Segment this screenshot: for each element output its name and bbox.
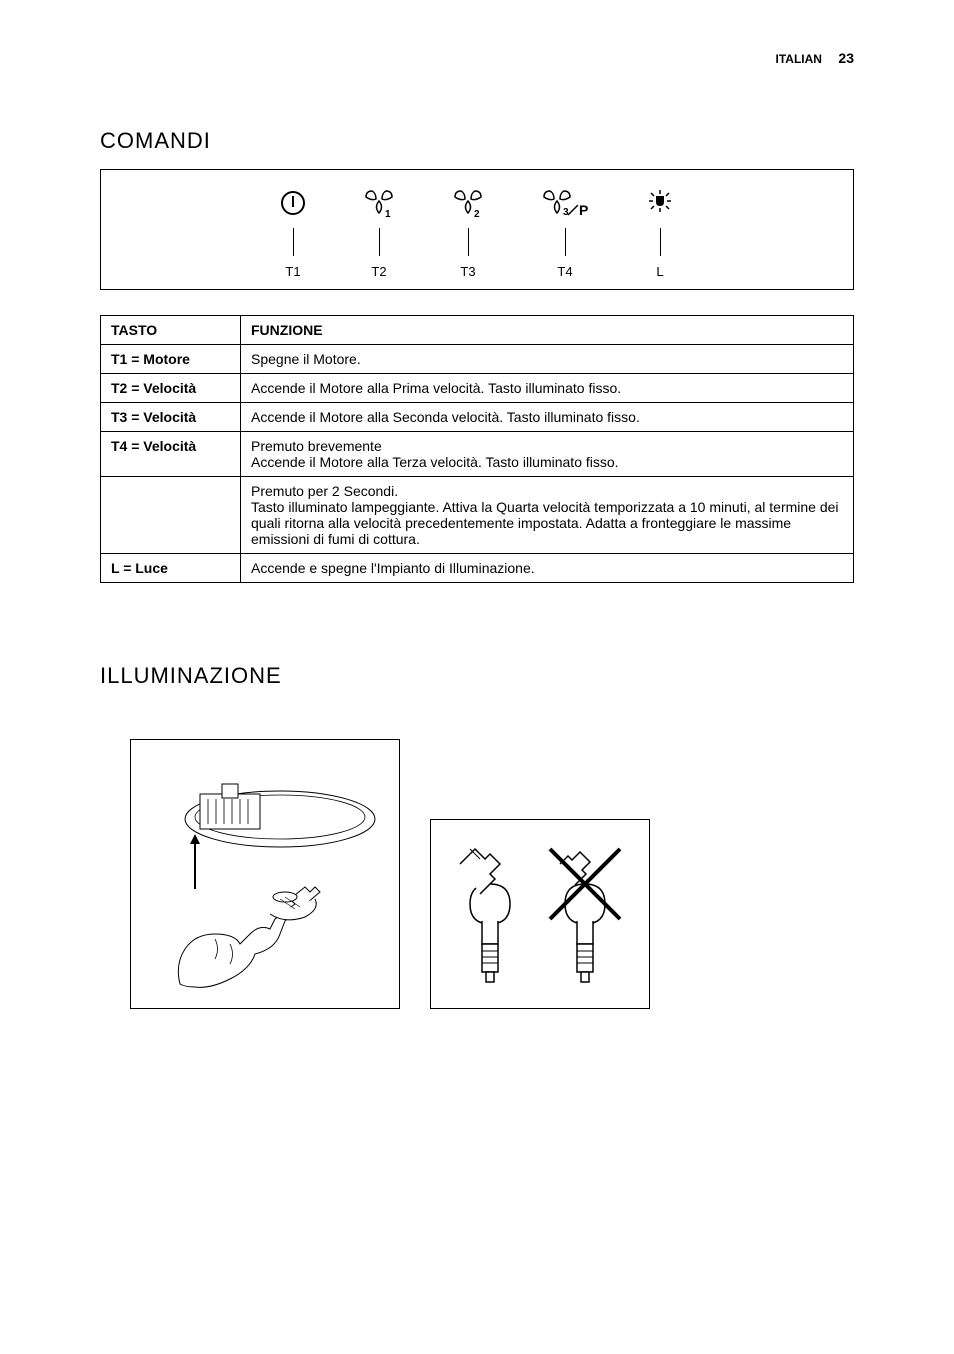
table-row: Premuto per 2 Secondi. Tasto illuminato … (101, 477, 854, 554)
fan1-icon: 1 (362, 187, 396, 219)
fan2-icon: 2 (451, 187, 485, 219)
table-header-row: TASTO FUNZIONE (101, 316, 854, 345)
row-key: T1 = Motore (101, 345, 241, 374)
connector-line (468, 228, 469, 256)
row-key (101, 477, 241, 554)
table-row: T3 = Velocità Accende il Motore alla Sec… (101, 403, 854, 432)
label-t3: T3 (460, 264, 475, 279)
svg-text:3: 3 (563, 207, 569, 218)
row-func: Accende il Motore alla Prima velocità. T… (241, 374, 854, 403)
control-item-t4: 3 P T4 (540, 185, 590, 279)
controls-table: TASTO FUNZIONE T1 = Motore Spegne il Mot… (100, 315, 854, 583)
page-container: ITALIAN 23 COMANDI T1 (0, 0, 954, 1059)
control-panel-diagram: T1 1 T2 (100, 169, 854, 290)
control-item-t3: 2 T3 (451, 185, 485, 279)
control-icons-row: T1 1 T2 (121, 185, 833, 279)
connector-line (379, 228, 380, 256)
table-row: L = Luce Accende e spegne l'Impianto di … (101, 554, 854, 583)
illustration-screwdriver (130, 739, 400, 1009)
bulb-no (550, 849, 620, 982)
label-l: L (656, 264, 663, 279)
connector-line (565, 228, 566, 256)
table-row: T4 = Velocità Premuto brevemente Accende… (101, 432, 854, 477)
row-func: Spegne il Motore. (241, 345, 854, 374)
row-key: L = Luce (101, 554, 241, 583)
label-t1: T1 (285, 264, 300, 279)
row-key: T4 = Velocità (101, 432, 241, 477)
header-language: ITALIAN (776, 52, 822, 66)
bulbs-svg (440, 829, 640, 999)
screwdriver-svg (140, 749, 390, 999)
header-tasto: TASTO (101, 316, 241, 345)
control-item-t2: 1 T2 (362, 185, 396, 279)
row-func: Premuto brevemente Accende il Motore all… (241, 432, 854, 477)
row-func: Accende e spegne l'Impianto di Illuminaz… (241, 554, 854, 583)
table-row: T1 = Motore Spegne il Motore. (101, 345, 854, 374)
row-key: T2 = Velocità (101, 374, 241, 403)
svg-text:P: P (579, 202, 588, 218)
power-icon (279, 189, 307, 217)
row-func: Accende il Motore alla Seconda velocità.… (241, 403, 854, 432)
label-t2: T2 (371, 264, 386, 279)
row-key: T3 = Velocità (101, 403, 241, 432)
page-header: ITALIAN 23 (100, 50, 854, 68)
control-item-l: L (645, 185, 675, 279)
connector-line (660, 228, 661, 256)
table-row: T2 = Velocità Accende il Motore alla Pri… (101, 374, 854, 403)
light-icon (645, 188, 675, 218)
fan3p-icon: 3 P (540, 187, 590, 219)
section-title-comandi: COMANDI (100, 128, 854, 154)
control-item-t1: T1 (279, 185, 307, 279)
illustration-bulbs (430, 819, 650, 1009)
bulb-ok (460, 849, 510, 982)
section-title-illuminazione: ILLUMINAZIONE (100, 663, 854, 689)
row-func: Premuto per 2 Secondi. Tasto illuminato … (241, 477, 854, 554)
connector-line (293, 228, 294, 256)
header-page-number: 23 (838, 50, 854, 66)
label-t4: T4 (557, 264, 572, 279)
svg-text:1: 1 (385, 209, 391, 219)
header-funzione: FUNZIONE (241, 316, 854, 345)
svg-text:2: 2 (474, 209, 480, 219)
illustration-row (130, 739, 854, 1009)
